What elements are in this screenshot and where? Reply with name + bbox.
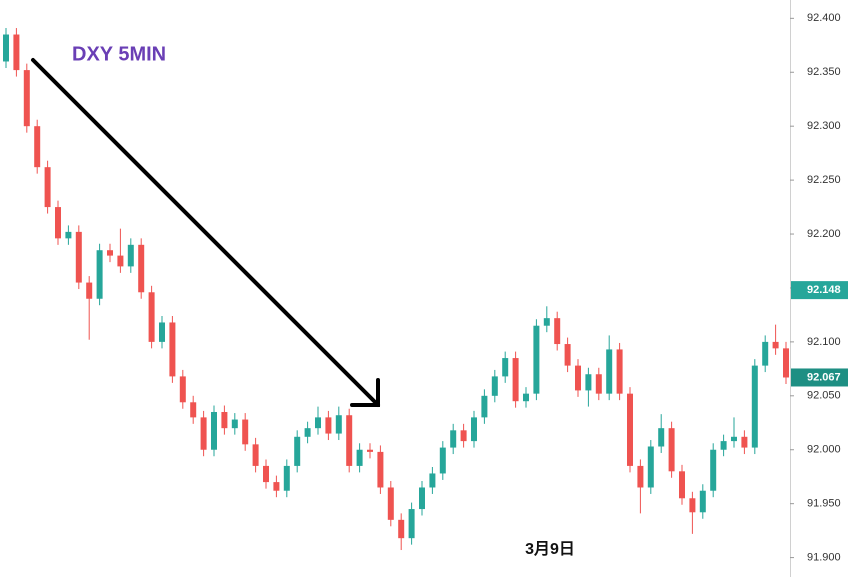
candle-body: [283, 465, 290, 491]
price-label-box: [791, 368, 848, 387]
candle-body: [13, 34, 20, 71]
y-tick-label: 92.300: [807, 120, 841, 132]
candle-body: [595, 374, 602, 394]
candle-body: [294, 436, 301, 466]
candle-body: [741, 436, 748, 448]
candle-body: [575, 365, 581, 391]
candle-body: [315, 417, 321, 429]
candle-body: [429, 473, 436, 488]
y-tick-label: 92.050: [807, 390, 841, 402]
candle-body: [75, 231, 82, 283]
candle-body: [647, 446, 654, 488]
candle-body: [263, 465, 269, 483]
candle-body: [398, 519, 405, 539]
candle-body: [127, 244, 134, 267]
candle-body: [408, 509, 415, 539]
candle-body: [44, 167, 51, 208]
candle-body: [190, 402, 197, 418]
candle-body: [564, 344, 571, 366]
candle-body: [117, 255, 124, 267]
candle-body: [439, 447, 446, 474]
candle-body: [169, 322, 176, 377]
candle-body: [523, 393, 529, 402]
candle-body: [242, 419, 249, 445]
candle-body: [200, 417, 207, 450]
candle-body: [616, 349, 623, 394]
candle-body: [377, 451, 384, 488]
x-label: 3月9日: [525, 540, 575, 558]
candle-body: [335, 415, 342, 434]
candle-body: [387, 487, 394, 520]
candle-body: [231, 419, 238, 429]
candle-body: [751, 365, 758, 448]
candle-body: [96, 250, 103, 299]
candle-body: [211, 411, 217, 450]
candle-body: [481, 395, 488, 418]
trend-arrow: [31, 58, 380, 407]
candle-body: [356, 449, 363, 466]
candle-body: [419, 487, 425, 510]
candle-body: [762, 341, 769, 366]
candle-body: [367, 449, 373, 452]
candle-body: [179, 376, 186, 403]
candle-body: [627, 393, 633, 466]
candle-body: [658, 428, 665, 447]
candle-body: [491, 376, 498, 396]
plot: 91.90091.95092.00092.05092.10092.15092.2…: [3, 12, 848, 563]
y-tick-label: 92.000: [807, 444, 841, 456]
candle-body: [471, 417, 477, 442]
y-tick-label: 92.400: [807, 12, 841, 24]
candle-body: [679, 471, 685, 499]
y-tick-label: 92.350: [807, 66, 841, 78]
candle-body: [637, 465, 644, 488]
candle-body: [533, 325, 540, 394]
chart-title: DXY 5MIN: [72, 43, 166, 65]
candle-body: [23, 70, 30, 127]
candle-body: [65, 231, 72, 239]
candle-body: [502, 358, 509, 377]
candle-body: [772, 341, 779, 349]
candle-body: [699, 490, 706, 513]
candle-body: [783, 348, 789, 378]
candle-body: [325, 417, 332, 434]
candle-body: [273, 482, 280, 491]
candle-body: [543, 318, 550, 326]
candle-body: [346, 415, 353, 466]
candle-body: [86, 282, 93, 299]
candle-body: [460, 430, 467, 442]
y-tick-label: 91.950: [807, 498, 841, 510]
candle-body: [107, 250, 113, 256]
candle-body: [3, 34, 9, 62]
candle-body: [606, 349, 613, 394]
candle-body: [689, 498, 696, 513]
y-tick-label: 92.100: [807, 336, 841, 348]
candle-body: [34, 126, 41, 168]
price-label-box: [791, 281, 848, 300]
candle-body: [304, 428, 311, 437]
candle-body: [138, 244, 145, 293]
candle-body: [512, 358, 519, 402]
y-tick-label: 92.200: [807, 228, 841, 240]
candle-body: [731, 436, 737, 442]
candle-body: [450, 430, 457, 448]
candle-body: [252, 444, 259, 466]
candle-body: [55, 207, 61, 239]
y-tick-label: 91.900: [807, 551, 841, 563]
candle-body: [720, 441, 727, 450]
candle-body: [221, 411, 228, 429]
candle-body: [159, 322, 165, 342]
y-tick-label: 92.250: [807, 174, 841, 186]
price-label: 92.148: [807, 284, 841, 296]
candle-body: [710, 449, 717, 491]
candle-body: [554, 318, 561, 345]
candle-body: [668, 428, 675, 472]
candle-body: [585, 374, 592, 391]
candle-body: [148, 292, 155, 342]
price-label: 92.067: [807, 371, 841, 383]
